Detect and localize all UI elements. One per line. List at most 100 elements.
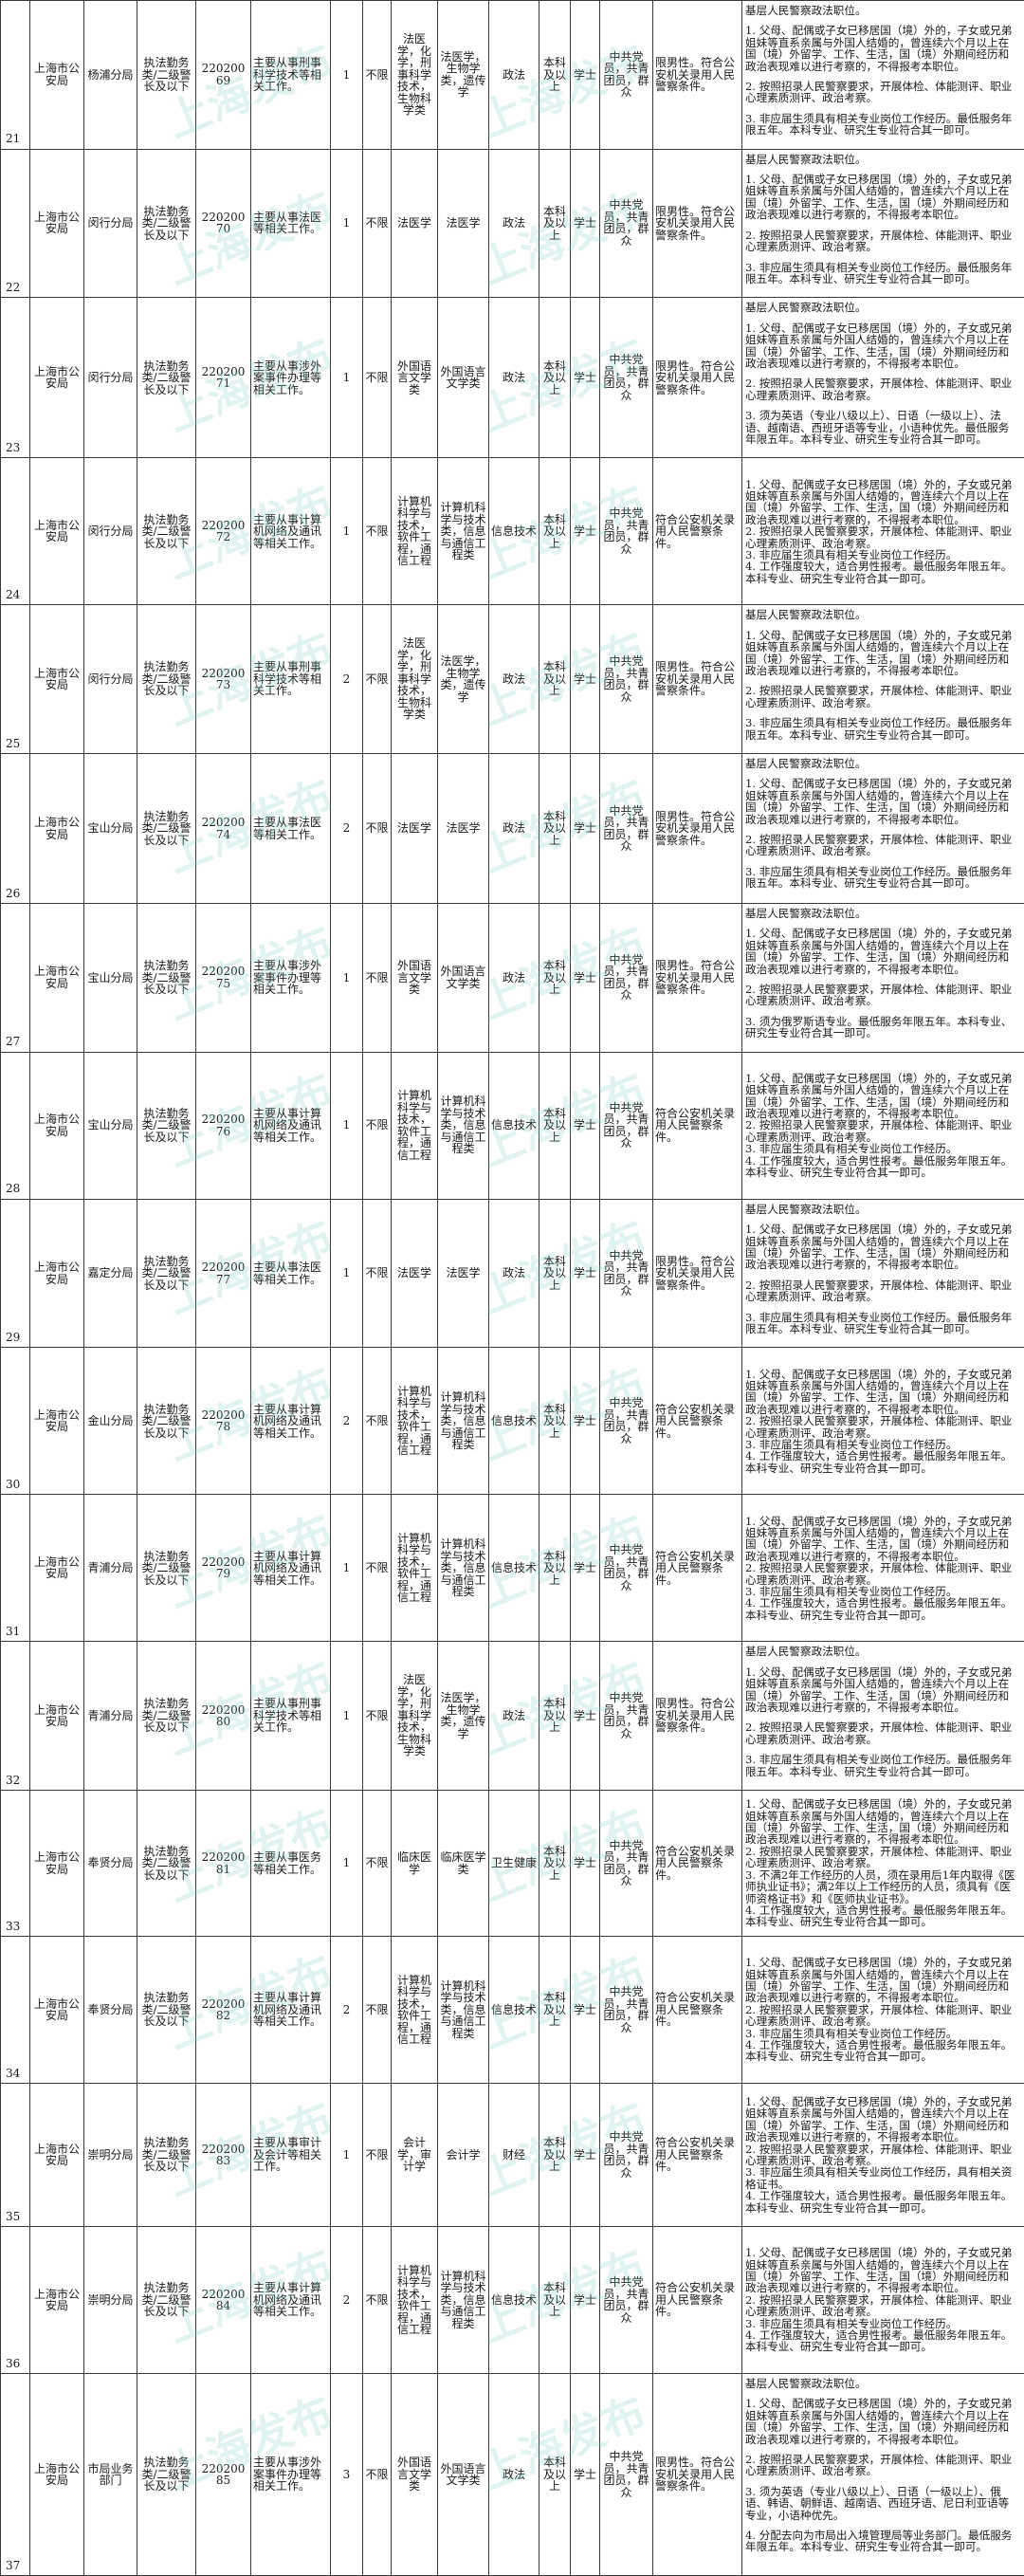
- limit-cell: 不限: [363, 1052, 392, 1199]
- category-cell: 执法勤务类/二级警长及以下: [137, 2227, 196, 2374]
- duty-cell: 主要从事刑事科学技术等相关工作。: [251, 605, 331, 754]
- notes-cell: 1. 父母、配偶或子女已移居国（境）外的，子女或兄弟姐妹等直系亲属与外国人结婚的…: [742, 1495, 1024, 1642]
- row-number: 36: [1, 2227, 30, 2374]
- exam-category-cell: 政法: [489, 1, 539, 150]
- agency-cell: 上海市公安局: [30, 1199, 84, 1348]
- headcount-cell: 1: [331, 1, 363, 150]
- note-paragraph: 1. 父母、配偶或子女已移居国（境）外的，子女或兄弟姐妹等直系亲属与外国人结婚的…: [745, 2096, 1018, 2144]
- duty-cell: 主要从事计算机网络及通讯等相关工作。: [251, 1937, 331, 2084]
- note-paragraph: 4. 工作强度较大，适合男性报考。最低服务年限五年。本科专业、研究生专业符合其一…: [745, 1450, 1018, 1474]
- note-paragraph: 2. 按照招录人民警察要求，开展体检、体能测评、职业心理素质测评、政治考察。: [745, 1415, 1018, 1439]
- undergrad-major-cell: 外国语言文学类: [392, 298, 438, 458]
- notes-cell: 基层人民警察政法职位。1. 父母、配偶或子女已移居国（境）外的，子女或兄弟姐妹等…: [742, 1, 1024, 150]
- category-cell: 执法勤务类/二级警长及以下: [137, 2084, 196, 2227]
- exam-category-cell: 政法: [489, 149, 539, 298]
- duty-cell: 主要从事计算机网络及通讯等相关工作。: [251, 458, 331, 605]
- category-cell: 执法勤务类/二级警长及以下: [137, 1937, 196, 2084]
- note-paragraph: 2. 按照招录人民警察要求，开展体检、体能测评、职业心理素质测评、政治考察。: [745, 2294, 1018, 2318]
- notes-cell: 1. 父母、配偶或子女已移居国（境）外的，子女或兄弟姐妹等直系亲属与外国人结婚的…: [742, 1052, 1024, 1199]
- note-paragraph: 3. 非应届生须具有相关专业岗位工作经历。: [745, 1143, 1018, 1154]
- other-requirements-cell: 限男性。符合公安机关录用人民警察条件。: [653, 298, 742, 458]
- degree-cell: 学士: [571, 1937, 600, 2084]
- undergrad-major-cell: 计算机科学与技术，软件工程，通信工程: [392, 1495, 438, 1642]
- note-paragraph: 2. 按照招录人民警察要求，开展体检、体能测评、职业心理素质测评、政治考察。: [745, 984, 1018, 1007]
- education-cell: 本科及以上: [539, 754, 571, 904]
- agency-cell: 上海市公安局: [30, 1052, 84, 1199]
- note-paragraph: 3. 非应届生须具有相关专业岗位工作经历，具有相关资格证书。: [745, 2166, 1018, 2190]
- other-requirements-cell: 符合公安机关录用人民警察条件。: [653, 458, 742, 605]
- duty-cell: 主要从事计算机网络及通讯等相关工作。: [251, 1348, 331, 1495]
- agency-cell: 上海市公安局: [30, 1937, 84, 2084]
- headcount-cell: 1: [331, 1642, 363, 1791]
- agency-cell: 上海市公安局: [30, 1791, 84, 1937]
- note-paragraph: 1. 父母、配偶或子女已移居国（境）外的，子女或兄弟姐妹等直系亲属与外国人结婚的…: [745, 174, 1018, 221]
- exam-category-cell: 政法: [489, 904, 539, 1053]
- other-requirements-cell: 符合公安机关录用人民警察条件。: [653, 1052, 742, 1199]
- undergrad-major-cell: 法医学: [392, 754, 438, 904]
- agency-cell: 上海市公安局: [30, 2227, 84, 2374]
- note-paragraph: 4. 工作强度较大，适合男性报考。最低服务年限五年。本科专业、研究生专业符合其一…: [745, 1597, 1018, 1621]
- duty-cell: 主要从事医务等相关工作。: [251, 1791, 331, 1937]
- note-paragraph: 1. 父母、配偶或子女已移居国（境）外的，子女或兄弟姐妹等直系亲属与外国人结婚的…: [745, 1224, 1018, 1271]
- degree-cell: 学士: [571, 2374, 600, 2576]
- limit-cell: 不限: [363, 1, 392, 150]
- agency-cell: 上海市公安局: [30, 1348, 84, 1495]
- education-cell: 本科及以上: [539, 1495, 571, 1642]
- undergrad-major-cell: 法医学，化学，刑事科学技术，生物科学类: [392, 1642, 438, 1791]
- education-cell: 本科及以上: [539, 1199, 571, 1348]
- note-paragraph: 3. 须为俄罗斯语专业。最低服务年限五年。本科专业、研究生专业符合其一即可。: [745, 1016, 1018, 1040]
- limit-cell: 不限: [363, 2227, 392, 2374]
- political-status-cell: 中共党员，共青团员，群众: [600, 1937, 653, 2084]
- note-paragraph: 基层人民警察政法职位。: [745, 758, 1018, 769]
- headcount-cell: 1: [331, 1791, 363, 1937]
- postgrad-major-cell: 计算机科学与技术类，信息与通信工程类: [438, 458, 489, 605]
- limit-cell: 不限: [363, 2084, 392, 2227]
- row-number: 25: [1, 605, 30, 754]
- undergrad-major-cell: 法医学，化学，刑事科学技术，生物科学类: [392, 605, 438, 754]
- note-paragraph: 3. 非应届生须具有相关专业岗位工作经历。最低服务年限五年。本科专业、研究生专业…: [745, 262, 1018, 285]
- duty-cell: 主要从事涉外案事件办理等相关工作。: [251, 904, 331, 1053]
- duty-cell: 主要从事法医等相关工作。: [251, 1199, 331, 1348]
- category-cell: 执法勤务类/二级警长及以下: [137, 1348, 196, 1495]
- postgrad-major-cell: 外国语言文学类: [438, 904, 489, 1053]
- degree-cell: 学士: [571, 1052, 600, 1199]
- degree-cell: 学士: [571, 458, 600, 605]
- position-code-cell: 22020071: [196, 298, 251, 458]
- postgrad-major-cell: 法医学: [438, 1199, 489, 1348]
- position-code-cell: 22020078: [196, 1348, 251, 1495]
- other-requirements-cell: 限男性。符合公安机关录用人民警察条件。: [653, 904, 742, 1053]
- category-cell: 执法勤务类/二级警长及以下: [137, 605, 196, 754]
- postgrad-major-cell: 法医学: [438, 754, 489, 904]
- category-cell: 执法勤务类/二级警长及以下: [137, 458, 196, 605]
- postgrad-major-cell: 计算机科学与技术类，信息与通信工程类: [438, 2227, 489, 2374]
- unit-cell: 奉贤分局: [84, 1937, 137, 2084]
- degree-cell: 学士: [571, 1642, 600, 1791]
- political-status-cell: 中共党员，共青团员，群众: [600, 1052, 653, 1199]
- other-requirements-cell: 限男性。符合公安机关录用人民警察条件。: [653, 754, 742, 904]
- unit-cell: 闵行分局: [84, 298, 137, 458]
- position-code-cell: 22020079: [196, 1495, 251, 1642]
- other-requirements-cell: 符合公安机关录用人民警察条件。: [653, 1348, 742, 1495]
- political-status-cell: 中共党员，共青团员，群众: [600, 1791, 653, 1937]
- limit-cell: 不限: [363, 1791, 392, 1937]
- postgrad-major-cell: 计算机科学与技术类，信息与通信工程类: [438, 1495, 489, 1642]
- undergrad-major-cell: 法医学，化学，刑事科学技术，生物科学类: [392, 1, 438, 150]
- note-paragraph: 1. 父母、配偶或子女已移居国（境）外的，子女或兄弟姐妹等直系亲属与外国人结婚的…: [745, 630, 1018, 677]
- row-number: 24: [1, 458, 30, 605]
- exam-category-cell: 政法: [489, 1199, 539, 1348]
- exam-category-cell: 政法: [489, 1642, 539, 1791]
- row-number: 34: [1, 1937, 30, 2084]
- row-number: 33: [1, 1791, 30, 1937]
- agency-cell: 上海市公安局: [30, 1642, 84, 1791]
- duty-cell: 主要从事法医等相关工作。: [251, 754, 331, 904]
- undergrad-major-cell: 计算机科学与技术，软件工程，通信工程: [392, 1052, 438, 1199]
- exam-category-cell: 信息技术: [489, 1052, 539, 1199]
- note-paragraph: 1. 父母、配偶或子女已移居国（境）外的，子女或兄弟姐妹等直系亲属与外国人结婚的…: [745, 1957, 1018, 2004]
- duty-cell: 主要从事审计及会计等相关工作。: [251, 2084, 331, 2227]
